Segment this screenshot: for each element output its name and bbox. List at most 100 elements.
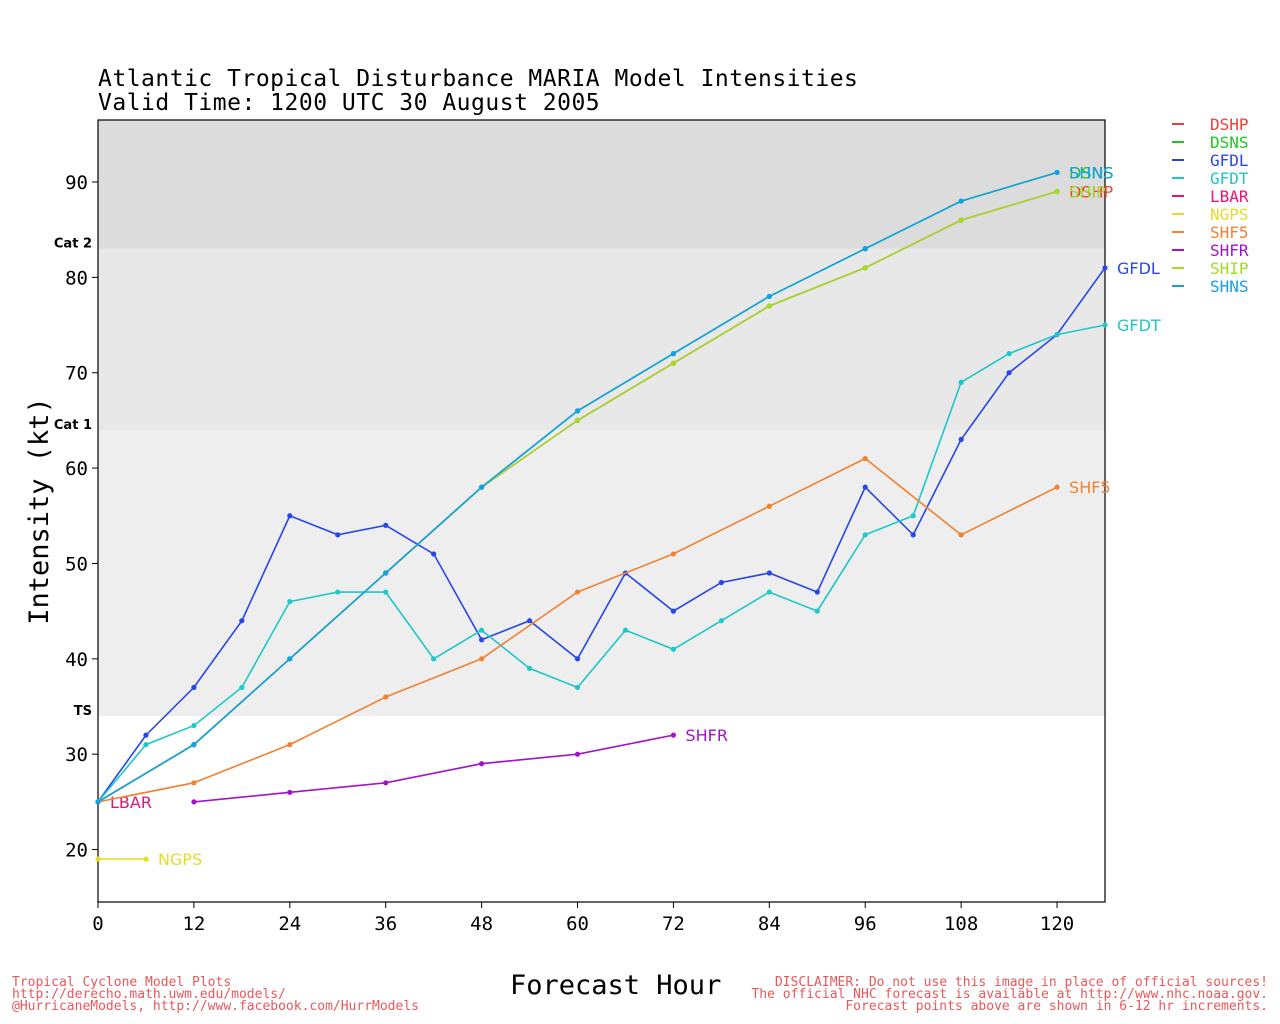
x-tick-label: 96 [854,913,877,935]
data-point-shf5 [191,780,197,786]
data-point-gfdl [670,608,677,614]
data-point-shns [862,246,868,252]
data-point-gfdt [526,665,533,671]
legend-label: SHFR [1210,240,1249,260]
x-axis-title: Forecast Hour [510,970,722,1001]
data-point-gfdt [958,379,964,385]
data-point-shf5 [1054,484,1060,490]
x-tick-label: 0 [92,913,103,935]
data-point-gfdt [383,589,389,595]
x-tick-label: 24 [278,913,301,935]
data-point-shns [766,293,772,300]
data-point-gfdl [814,589,820,595]
data-point-gfdl [910,532,916,538]
data-point-shns [479,484,485,490]
legend-swatch [1172,141,1184,143]
legend-item-shns: SHNS [1172,276,1249,296]
data-point-gfdt [1102,322,1108,328]
data-point-gfdt [479,627,485,633]
data-point-gfdl [239,618,245,624]
data-point-gfdl [431,551,437,557]
legend-swatch [1172,231,1184,233]
series-end-label-ship: SHIP [1069,183,1106,202]
data-point-gfdt [910,513,916,519]
series-end-label-ngps: NGPS [158,850,202,869]
series-line-gfdl [97,267,1106,803]
data-point-gfdt [670,646,677,652]
data-point-shns [958,198,964,204]
data-point-gfdl [1006,370,1012,376]
legend-item-ngps: NGPS [1172,205,1249,224]
y-tick-label: 50 [65,553,88,575]
legend-label: GFDL [1210,150,1249,170]
legend-item-gfdl: GFDL [1172,150,1249,170]
plot-frame [97,119,1106,903]
band-cat-2 [98,120,1105,249]
series-end-label-shns: SHNS [1069,163,1113,182]
data-point-shfr [670,732,677,738]
data-point-gfdt [1006,351,1012,357]
legend-swatch [1172,213,1184,215]
legend-item-ship: SHIP [1172,259,1249,278]
legend-label: GFDT [1210,168,1249,188]
legend-item-dshp: DSHP [1172,115,1249,134]
band-label: Cat 2 [54,237,92,252]
x-tick-label: 12 [182,913,205,935]
data-point-shns [191,742,197,748]
data-point-gfdl [574,656,581,662]
data-point-shfr [191,799,197,805]
legend-swatch [1172,177,1184,179]
data-point-shf5 [383,694,389,700]
legend-swatch [1172,267,1184,269]
data-point-gfdl [287,513,293,519]
legend-swatch [1172,249,1184,251]
data-point-gfdt [287,598,293,605]
data-point-ship [862,265,868,271]
legend-label: SHNS [1210,276,1249,296]
data-point-gfdt [143,742,149,748]
x-tick-label: 60 [566,913,589,935]
data-point-gfdl [862,484,868,490]
data-point-gfdt [622,627,629,633]
band-label: TS [74,704,92,719]
data-point-gfdl [383,522,389,528]
legend-swatch [1172,195,1184,197]
data-point-ship [574,417,581,424]
series-line-gfdt [97,324,1106,803]
data-point-gfdl [1102,265,1108,271]
data-point-gfdt [766,589,772,595]
data-point-gfdl [958,436,964,443]
data-point-gfdt [191,722,197,729]
data-point-gfdl [766,570,772,576]
data-point-shns [95,799,101,805]
series-end-label-dsns: DSNS [1069,163,1114,182]
series-end-label-shfr: SHFR [685,726,728,745]
y-tick-label: 40 [65,649,88,671]
band-label: Cat 1 [54,418,92,433]
data-point-shns [287,656,293,662]
series-end-label-shf5: SHF5 [1069,478,1111,497]
data-point-gfdt [239,684,245,691]
y-tick-label: 20 [65,840,88,862]
y-tick-label: 60 [65,458,88,480]
legend-label: SHF5 [1210,222,1249,242]
data-point-ship [1054,188,1060,195]
data-point-gfdl [479,637,485,643]
data-point-ship [766,303,772,309]
x-tick-label: 120 [1040,913,1074,935]
data-point-gfdt [862,532,868,538]
legend-swatch [1172,285,1184,287]
series-line-shfr [193,734,674,803]
data-point-gfdl [718,579,724,586]
legend-swatch [1172,123,1184,125]
data-point-shf5 [287,742,293,748]
footer-credits-line: http://derecho.math.uwm.edu/models/ [12,987,286,1002]
legend-swatch [1172,159,1184,161]
band-cat-1 [98,248,1105,430]
x-tick-label: 48 [470,913,493,935]
data-point-shf5 [574,589,581,595]
data-point-ngps [95,856,101,862]
data-point-shf5 [479,656,485,662]
legend-label: LBAR [1210,186,1249,206]
